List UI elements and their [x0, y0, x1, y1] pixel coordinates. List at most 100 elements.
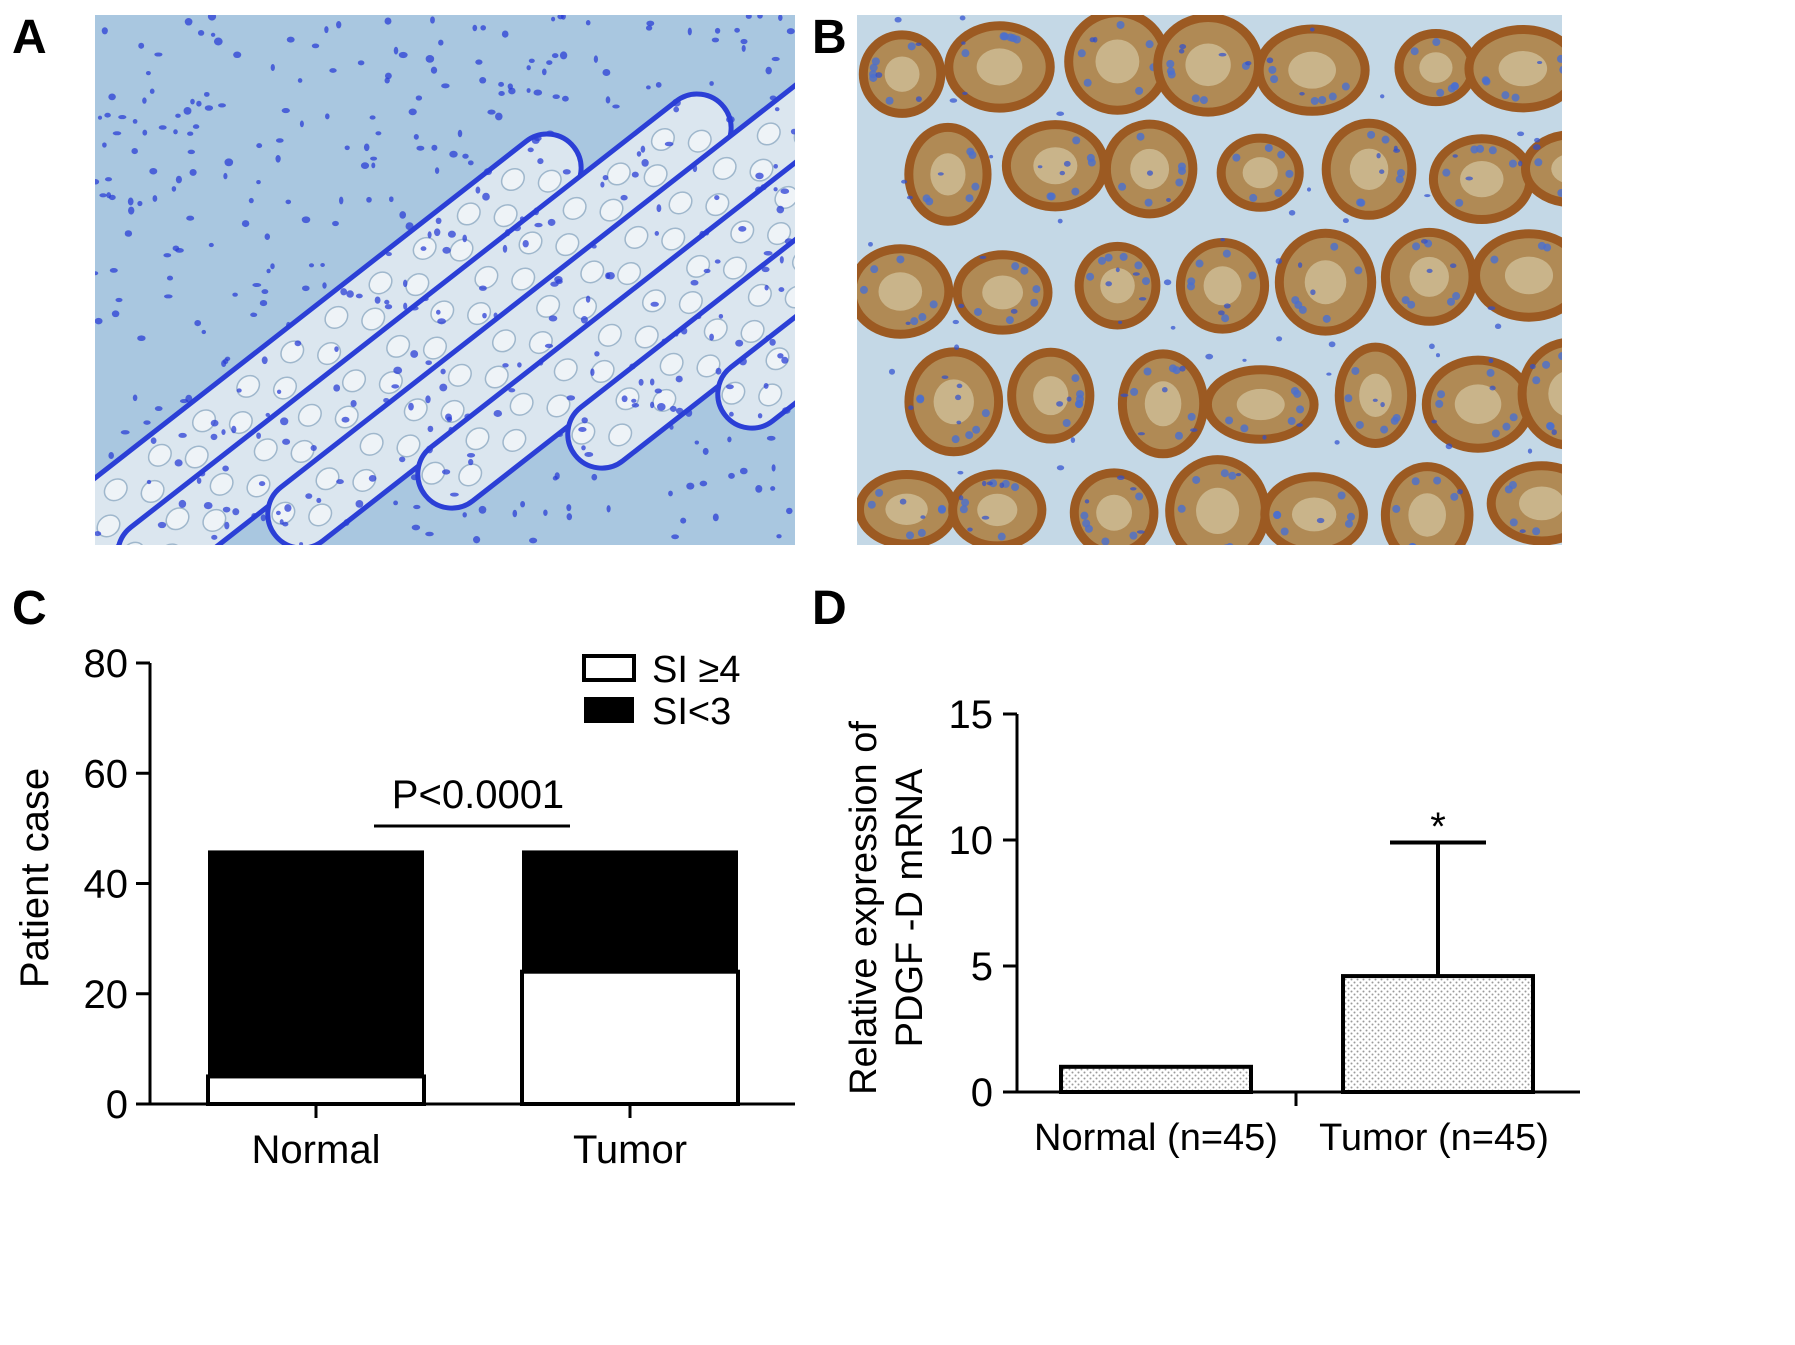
nucleus: [725, 384, 734, 390]
nucleus: [673, 106, 680, 113]
nucleus: [204, 105, 214, 111]
stromal-nucleus: [1306, 187, 1312, 192]
nucleus: [357, 60, 365, 66]
nucleus: [222, 465, 229, 472]
gland-lumen: [1096, 494, 1133, 531]
nucleus: [965, 194, 974, 203]
stromal-nucleus: [1517, 160, 1523, 167]
nucleus: [190, 98, 195, 105]
normal-tissue-image: [95, 15, 795, 545]
stromal-nucleus: [1465, 176, 1473, 181]
nucleus: [869, 63, 878, 72]
nucleus: [174, 459, 183, 467]
nucleus: [108, 451, 114, 460]
stromal-nucleus: [961, 41, 966, 45]
nucleus: [493, 312, 498, 319]
nucleus: [602, 174, 609, 181]
tumor-gland: [904, 347, 1004, 457]
nucleus: [425, 395, 431, 404]
nucleus: [1129, 531, 1138, 540]
nucleus: [755, 172, 764, 180]
nucleus: [399, 456, 406, 463]
nucleus: [766, 435, 776, 441]
nucleus: [782, 407, 791, 414]
nucleus: [1071, 374, 1080, 383]
nucleus: [1542, 360, 1551, 369]
nucleus: [896, 255, 905, 264]
nucleus: [102, 142, 107, 148]
stromal-nucleus: [1179, 44, 1187, 50]
nucleus: [769, 338, 776, 346]
stromal-nucleus: [1452, 154, 1458, 158]
nucleus: [1226, 543, 1234, 545]
nucleus: [773, 187, 778, 192]
nucleus: [774, 107, 780, 112]
nucleus: [1330, 242, 1339, 251]
stromal-nucleus: [1115, 267, 1120, 273]
stromal-nucleus: [1296, 423, 1303, 427]
nucleus: [95, 531, 102, 537]
nucleus: [393, 46, 399, 55]
nucleus: [473, 536, 481, 544]
nucleus: [468, 458, 474, 466]
nucleus: [507, 83, 513, 90]
goblet-cell: [359, 432, 384, 456]
stromal-nucleus: [957, 470, 964, 475]
nucleus: [104, 177, 113, 182]
nucleus: [929, 300, 938, 309]
goblet-cell: [386, 334, 411, 358]
nucleus: [1509, 413, 1518, 422]
nucleus: [668, 490, 673, 497]
stromal-nucleus: [899, 498, 907, 505]
nucleus: [408, 402, 414, 411]
gland-lumen: [1498, 51, 1548, 87]
nucleus: [464, 413, 472, 420]
nucleus: [425, 531, 434, 537]
tumor-gland: [1428, 134, 1535, 225]
nucleus: [405, 222, 414, 231]
nucleus: [729, 411, 734, 417]
tumor-gland: [1001, 120, 1109, 212]
nucleus: [201, 329, 207, 335]
chart-d-ticks: 0 5 10 15: [949, 693, 1298, 1115]
nucleus: [1145, 40, 1154, 49]
nucleus: [150, 437, 157, 444]
nucleus: [645, 85, 651, 90]
goblet-cell: [518, 231, 543, 255]
nucleus: [393, 366, 403, 375]
nucleus: [426, 445, 433, 454]
nucleus: [375, 131, 382, 136]
goblet-cell: [590, 359, 615, 384]
nucleus: [487, 109, 496, 115]
nucleus: [112, 131, 122, 136]
nucleus: [1144, 198, 1153, 207]
nucleus: [770, 486, 776, 491]
nucleus: [495, 112, 503, 121]
nucleus: [1098, 256, 1107, 265]
gland-lumen: [878, 272, 923, 311]
nucleus: [1486, 368, 1495, 377]
legend-swatch-si-lt3: [584, 697, 634, 723]
nucleus: [621, 395, 628, 403]
nucleus: [606, 505, 611, 513]
nucleus: [918, 313, 927, 322]
nucleus: [1296, 405, 1305, 414]
goblet-cell: [634, 325, 659, 349]
nucleus: [276, 389, 282, 395]
stromal-nucleus: [1166, 197, 1171, 203]
nucleus: [1318, 96, 1327, 105]
nucleus: [210, 419, 219, 427]
nucleus: [413, 134, 419, 140]
tumor-gland: [948, 469, 1047, 545]
nucleus: [410, 350, 419, 358]
nucleus: [555, 432, 563, 437]
nucleus: [738, 226, 747, 232]
nucleus: [585, 295, 591, 303]
stromal-nucleus: [920, 515, 926, 519]
goblet-cell: [184, 445, 209, 469]
nucleus: [1273, 510, 1282, 519]
nucleus: [194, 320, 202, 327]
nucleus: [1341, 82, 1350, 91]
nucleus: [655, 82, 662, 88]
stromal-nucleus: [1137, 432, 1145, 436]
